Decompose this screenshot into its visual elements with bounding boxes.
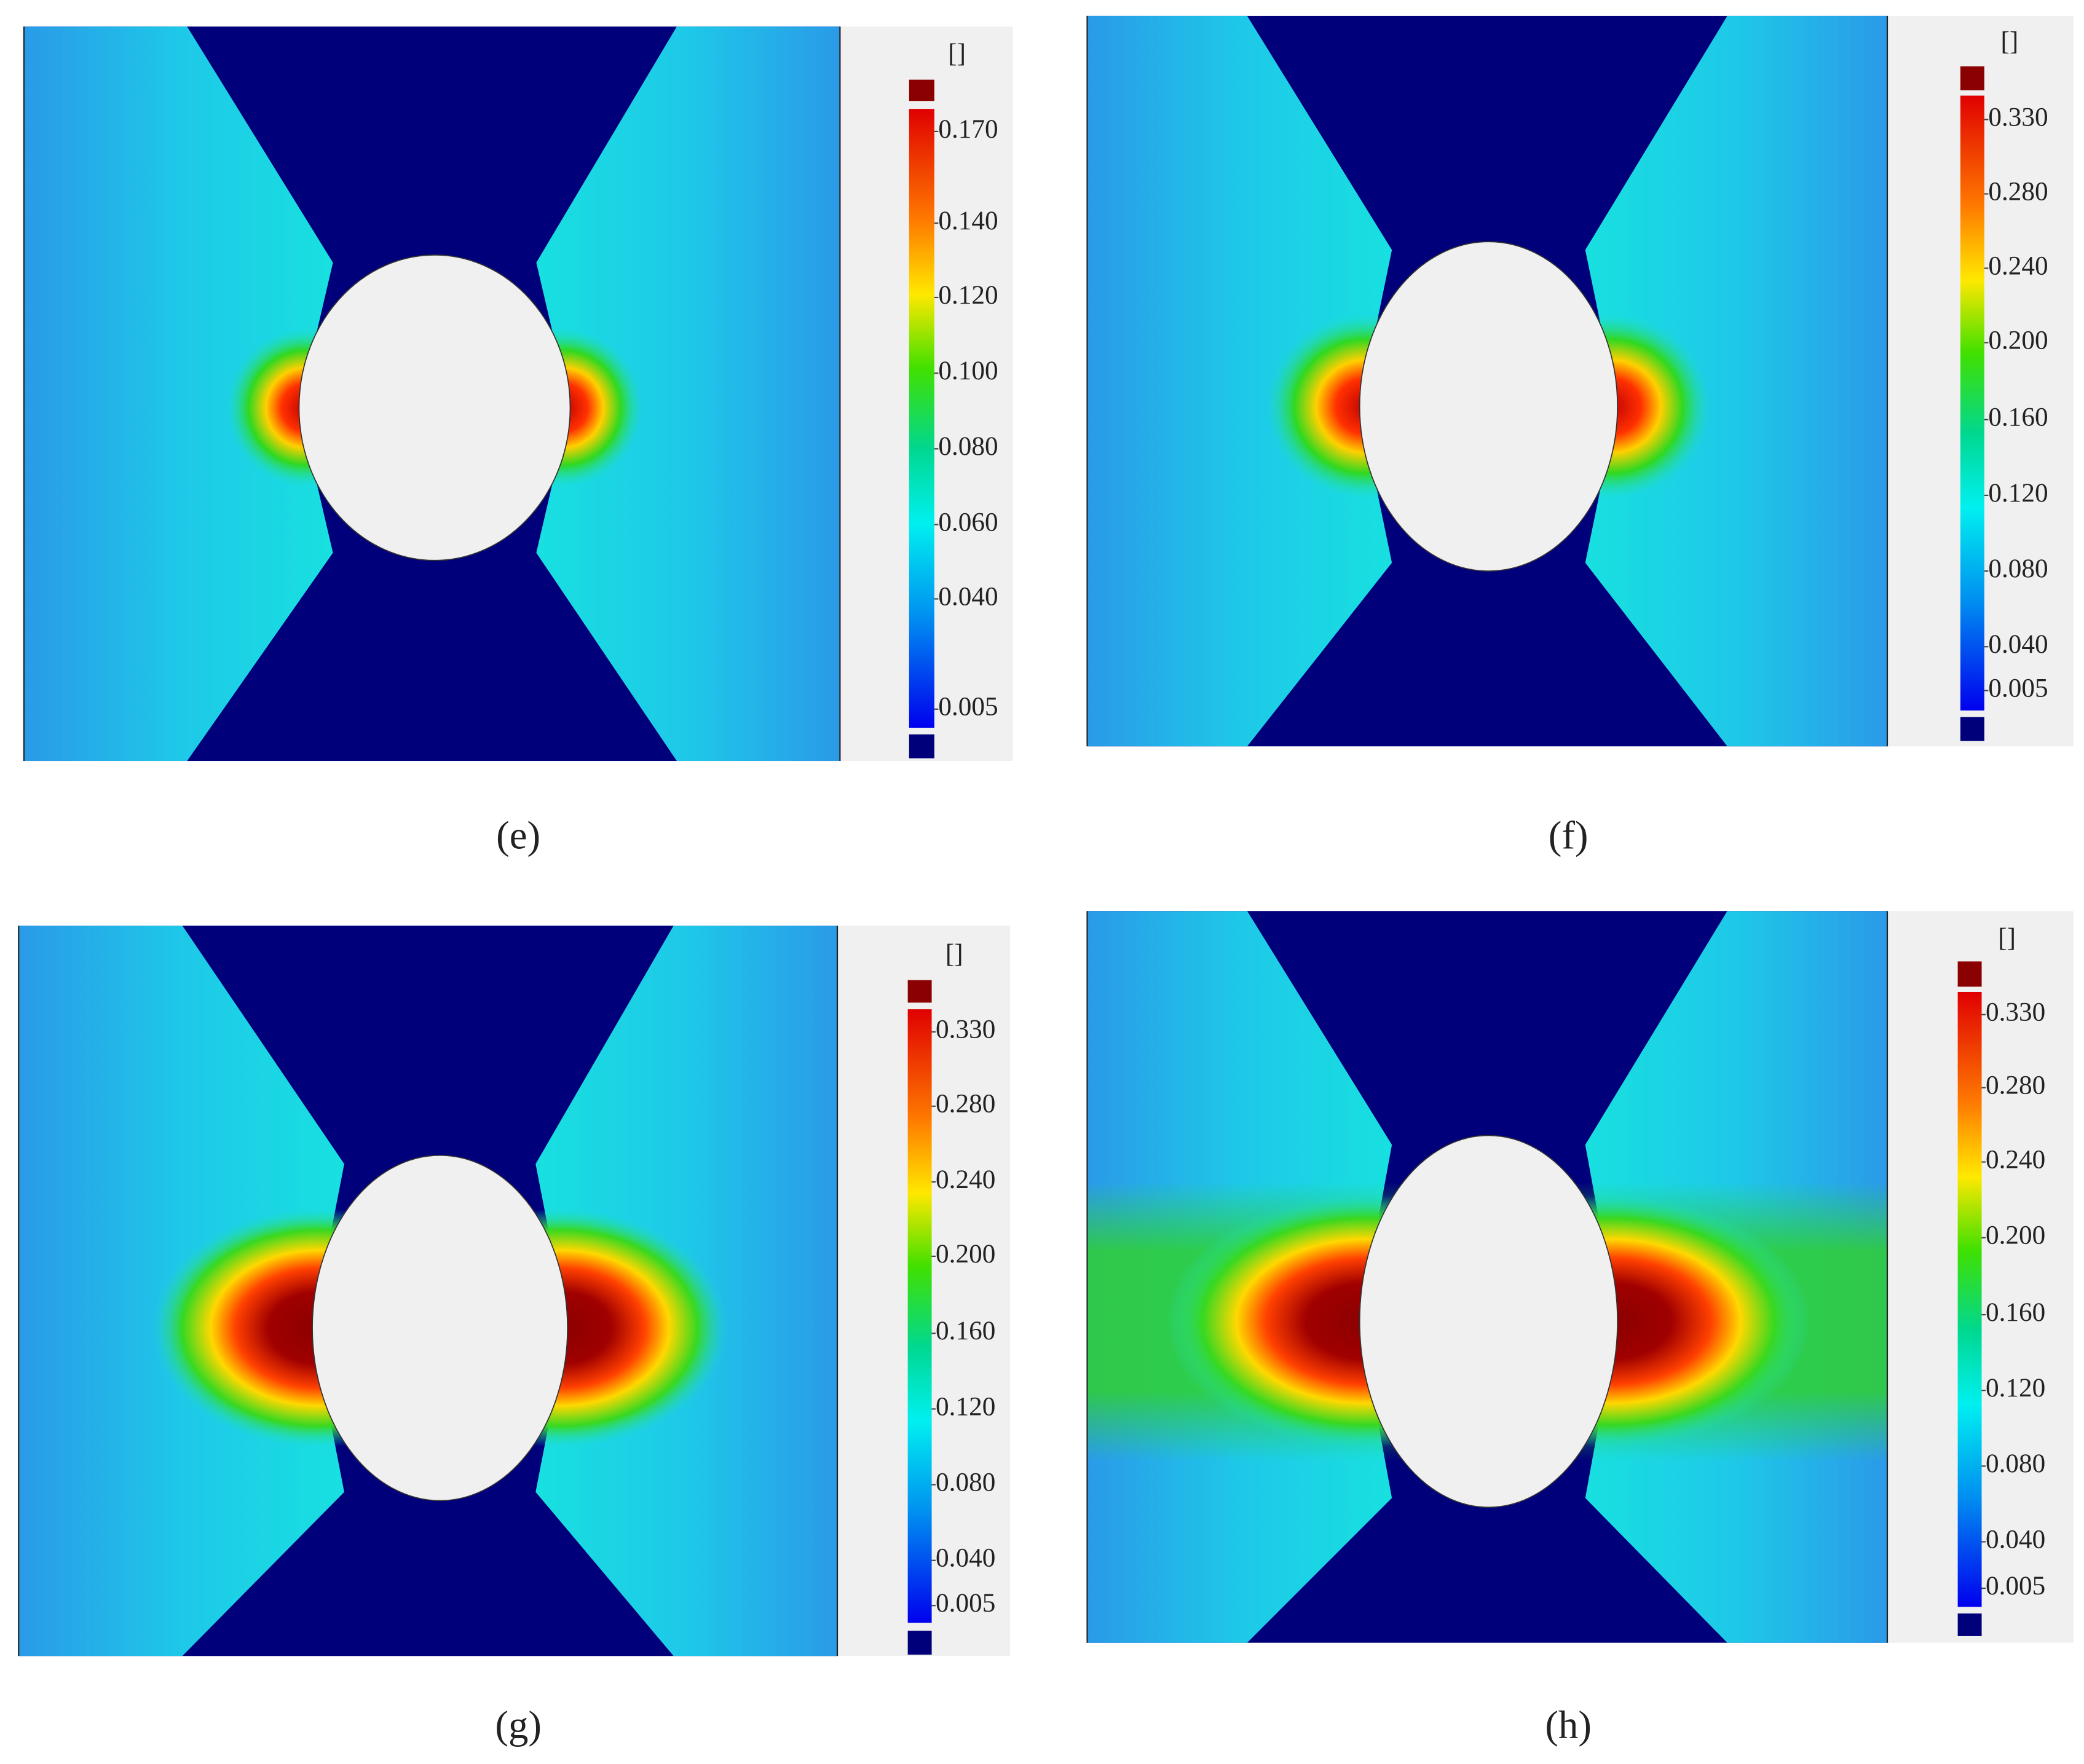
strain-wing [1585,15,1888,747]
colorbar-tick-label: 0.005 [1988,673,2048,703]
hole [298,254,571,561]
colorbar-tick-label: 0.140 [938,206,998,235]
colorbar [909,109,934,728]
panel: [] 0.330 0.280 0.240 0.200 0.160 0.120 0.080 0.0… [1086,15,2074,857]
colorbar-tick-label: 0.330 [1988,102,2048,132]
hole [1359,241,1619,572]
strain-wing [536,26,840,762]
colorbar-tick-label: 0.040 [1986,1524,2045,1554]
colorbar-unit: [] [948,39,966,68]
colorbar-tick-label: 0.280 [936,1089,995,1119]
colorbar-over [1957,961,1982,987]
colorbar-tick-label: 0.160 [936,1316,995,1345]
strain-wing [23,26,333,762]
colorbar-tick-label: 0.240 [936,1165,995,1194]
colorbar-tick-label: 0.200 [1988,325,2048,355]
colorbar-tick-label: 0.080 [936,1468,995,1497]
colorbar-tick-label: 0.120 [1988,478,2048,508]
colorbar-tick-label: 0.080 [938,431,998,461]
strain-wing [1087,15,1392,747]
colorbar-tick-label: 0.080 [1986,1449,2045,1478]
colorbar-tick-label: 0.005 [936,1588,995,1618]
colorbar-tick-label: 0.040 [936,1543,995,1573]
colorbar-tick-label: 0.170 [938,114,998,144]
colorbar-under [907,1631,932,1655]
colorbar-tick-label: 0.040 [938,581,998,611]
colorbar-tick-label: 0.240 [1986,1144,2045,1174]
panel-label: (g) [495,1703,542,1747]
colorbar-tick-label: 0.120 [938,280,998,310]
colorbar-tick-label: 0.005 [1986,1571,2045,1601]
colorbar-under [1960,717,1984,741]
colorbar [907,1009,932,1623]
colorbar-tick-label: 0.005 [938,692,998,722]
colorbar-tick-label: 0.330 [1986,998,2045,1027]
colorbar-tick-label: 0.120 [936,1392,995,1421]
colorbar-tick-label: 0.200 [1986,1221,2045,1250]
panel-label: (f) [1549,813,1589,857]
colorbar-unit: [] [1998,923,2016,953]
colorbar [1960,95,1984,711]
hole [312,1154,569,1502]
colorbar-tick-label: 0.080 [1988,554,2048,583]
colorbar-tick-label: 0.200 [936,1239,995,1269]
colorbar-tick-label: 0.120 [1986,1373,2045,1403]
panel-label: (h) [1545,1703,1592,1747]
colorbar-over [909,79,934,101]
panel: [] 0.170 0.140 0.120 0.100 0.080 0.060 0.040 0.0… [23,26,1013,857]
colorbar-tick-label: 0.160 [1986,1297,2045,1327]
colorbar-tick-label: 0.100 [938,356,998,385]
colorbar-unit: [] [2001,26,2019,56]
colorbar-unit: [] [945,939,963,969]
hole [1359,1135,1619,1508]
panel: [] 0.330 0.280 0.240 0.200 0.160 0.120 0.080 0.0… [1086,911,2074,1747]
colorbar-under [1957,1613,1982,1636]
colorbar-over [907,980,932,1003]
colorbar-tick-label: 0.040 [1988,629,2048,659]
colorbar-over [1960,66,1984,90]
colorbar-tick-label: 0.240 [1988,251,2048,280]
colorbar-under [909,734,934,758]
colorbar-tick-label: 0.060 [938,507,998,537]
colorbar [1957,991,1982,1607]
colorbar-tick-label: 0.330 [936,1015,995,1044]
panel: [] 0.330 0.280 0.240 0.200 0.160 0.120 0.080 0.0… [18,925,1011,1747]
colorbar-tick-label: 0.160 [1988,403,2048,432]
colorbar-tick-label: 0.280 [1986,1070,2045,1100]
colorbar-tick-label: 0.280 [1988,176,2048,206]
panel-label: (e) [496,813,540,857]
